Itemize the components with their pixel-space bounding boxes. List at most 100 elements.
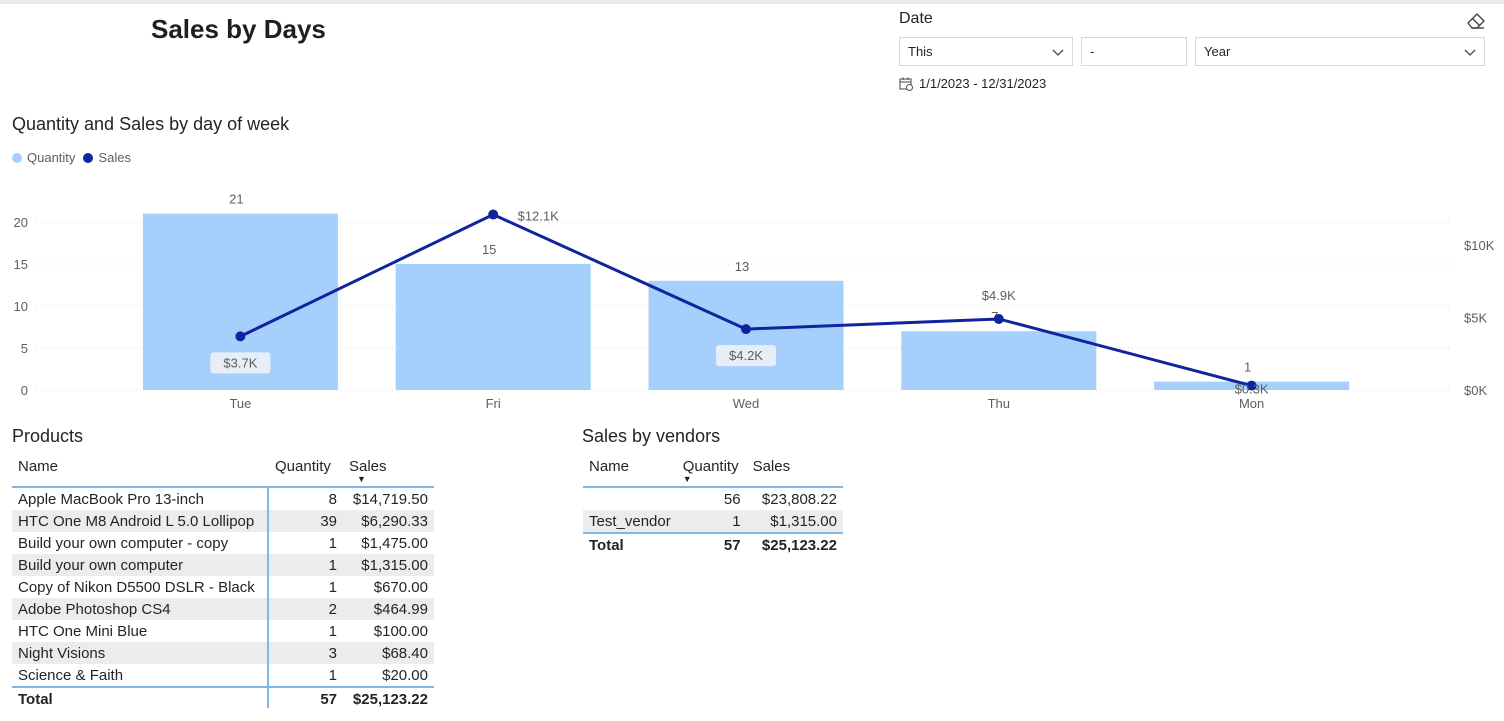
table-row[interactable]: Build your own computer - copy 1 $1,475.00 [12, 532, 434, 554]
table-row[interactable]: Science & Faith 1 $20.00 [12, 664, 434, 687]
col-header-sales-label: Sales [349, 457, 387, 475]
sales-data-label: $3.7K [223, 355, 257, 370]
sales-point[interactable] [1246, 380, 1257, 391]
calendar-icon [899, 77, 913, 91]
date-slicer-title: Date [899, 10, 933, 27]
vendors-table: Name Quantity ▼ Sales 56 $23,808.22 Test_ve… [583, 446, 843, 556]
cell-name: Test_vendor [583, 510, 677, 533]
x-tick-label: Fri [486, 396, 501, 411]
date-range-text: 1/1/2023 - 12/31/2023 [919, 76, 1047, 91]
sort-descending-icon: ▼ [357, 474, 366, 484]
table-row[interactable]: Test_vendor 1 $1,315.00 [583, 510, 843, 533]
page-title: Sales by Days [151, 14, 326, 44]
date-range-display: 1/1/2023 - 12/31/2023 [899, 76, 1046, 91]
relative-period-value: This [908, 44, 933, 59]
table-row[interactable]: Apple MacBook Pro 13-inch 8 $14,719.50 [12, 487, 434, 510]
quantity-bar[interactable] [395, 264, 591, 390]
x-tick-label: Wed [733, 396, 760, 411]
table-row[interactable]: HTC One Mini Blue 1 $100.00 [12, 620, 434, 642]
column-divider [267, 486, 269, 708]
sales-point[interactable] [235, 331, 246, 342]
cell-name: Adobe Photoshop CS4 [12, 598, 269, 620]
table-row[interactable]: 56 $23,808.22 [583, 487, 843, 510]
legend-quantity-label[interactable]: Quantity [27, 150, 76, 165]
y-right-tick-label: $0K [1464, 383, 1487, 398]
period-unit-dropdown[interactable]: Year [1195, 37, 1485, 66]
cell-name [583, 487, 677, 510]
table-row[interactable]: HTC One M8 Android L 5.0 Lollipop 39 $6,29… [12, 510, 434, 532]
cell-name: Copy of Nikon D5500 DSLR - Black [18, 578, 255, 596]
chart-title: Quantity and Sales by day of week [12, 114, 290, 134]
table-row[interactable]: Adobe Photoshop CS4 2 $464.99 [12, 598, 434, 620]
y-left-tick-label: 10 [14, 299, 28, 314]
quantity-data-label: 15 [482, 242, 496, 257]
y-left-tick-label: 0 [21, 383, 28, 398]
cell-quantity: 8 [328, 490, 337, 508]
col-header-quantity[interactable]: Quantity [275, 457, 331, 475]
cell-sales: $1,315.00 [343, 554, 434, 576]
sales-label-background [210, 352, 271, 374]
cell-quantity: 1 [328, 534, 337, 552]
cell-name: Build your own computer [12, 554, 269, 576]
total-row: Total 57 $25,123.22 [12, 686, 434, 710]
relative-period-dropdown[interactable]: This [899, 37, 1073, 66]
cell-sales: $464.99 [343, 598, 434, 620]
col-header-quantity-label: Quantity [682, 457, 739, 475]
cell-quantity: 1 [676, 510, 747, 533]
cell-name: Apple MacBook Pro 13-inch [18, 490, 204, 508]
chart-legend: Quantity Sales [12, 150, 131, 165]
vendors-title: Sales by vendors [582, 426, 721, 446]
cell-total-sales: $25,123.22 [746, 532, 843, 556]
col-header-name[interactable]: Name [589, 457, 630, 475]
legend-sales-label[interactable]: Sales [98, 150, 131, 165]
cell-sales: $20.00 [382, 666, 428, 684]
products-table: Name Quantity Sales ▼ Apple MacBook Pro 1… [12, 446, 434, 710]
eraser-icon[interactable] [1464, 8, 1488, 32]
cell-quantity: 1 [328, 622, 337, 640]
sales-data-label: $0.3K [1235, 382, 1269, 397]
cell-sales: $100.00 [373, 622, 428, 640]
y-left-tick-label: 5 [21, 341, 28, 356]
cell-sales: $1,315.00 [746, 510, 843, 533]
cell-total-quantity: 57 [676, 532, 747, 556]
period-unit-value: Year [1204, 44, 1231, 59]
y-right-tick-label: $10K [1464, 238, 1495, 253]
cell-quantity: 1 [269, 554, 343, 576]
col-header-name[interactable]: Name [18, 457, 59, 475]
cell-name: Night Visions [12, 642, 269, 664]
legend-quantity-marker [12, 152, 22, 163]
col-header-quantity[interactable]: Quantity ▼ [677, 446, 747, 487]
cell-quantity: 56 [723, 490, 741, 508]
sales-data-label: $4.2K [729, 348, 763, 363]
x-tick-label: Thu [988, 396, 1010, 411]
table-row[interactable]: Build your own computer 1 $1,315.00 [12, 554, 434, 576]
sales-data-label: $4.9K [982, 288, 1016, 303]
col-header-sales[interactable]: Sales [752, 457, 791, 475]
table-row[interactable]: Night Visions 3 $68.40 [12, 642, 434, 664]
y-left-tick-label: 20 [14, 215, 28, 230]
cell-sales: $23,808.22 [761, 490, 837, 508]
cell-name: Build your own computer - copy [18, 534, 229, 552]
top-border [0, 0, 1504, 4]
x-tick-label: Mon [1239, 396, 1264, 411]
quantity-bar[interactable] [901, 331, 1097, 390]
quantity-sales-combo-chart: 05101520$0K$5K$10K21Tue15Fri13Wed7Thu1Mo… [14, 192, 1495, 411]
col-header-sales[interactable]: Sales ▼ [343, 446, 434, 487]
cell-name: Science & Faith [18, 666, 124, 684]
cell-sales: $6,290.33 [343, 510, 434, 532]
sales-point[interactable] [993, 313, 1004, 324]
cell-sales: $68.40 [343, 642, 434, 664]
y-left-tick-label: 15 [14, 257, 28, 272]
sales-point[interactable] [741, 324, 751, 335]
sales-point[interactable] [488, 209, 499, 220]
cell-sales: $1,475.00 [361, 534, 428, 552]
cell-quantity: 1 [328, 666, 337, 684]
quantity-data-label: 21 [229, 192, 243, 207]
chevron-down-icon [1052, 49, 1064, 56]
quantity-data-label: 13 [735, 259, 749, 274]
cell-name: HTC One Mini Blue [18, 622, 148, 640]
table-row[interactable]: Copy of Nikon D5500 DSLR - Black 1 $670.00 [12, 576, 434, 598]
cell-sales: $670.00 [373, 578, 428, 596]
y-right-tick-label: $5K [1464, 311, 1487, 326]
period-amount-input[interactable]: - [1081, 37, 1187, 66]
